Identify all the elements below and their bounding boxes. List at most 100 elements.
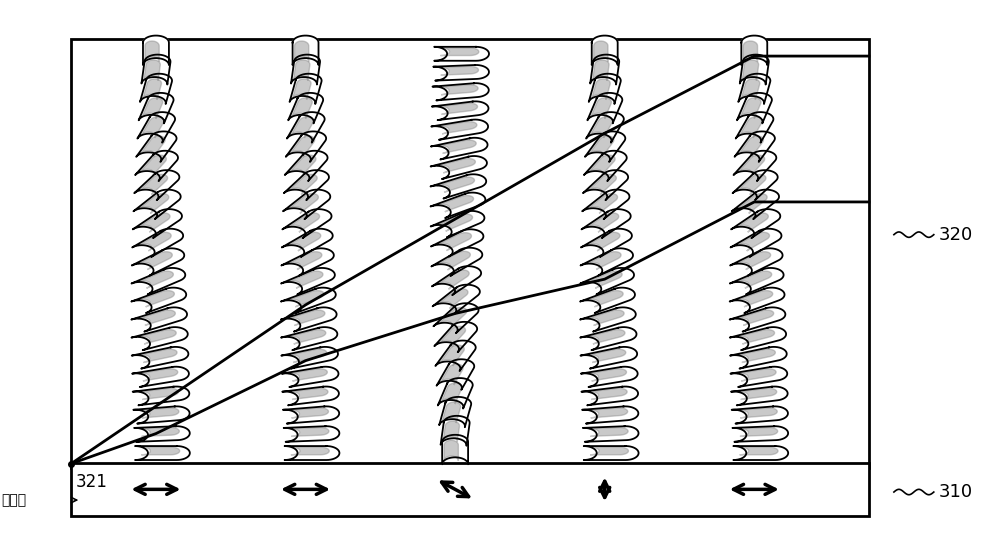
Polygon shape — [437, 270, 469, 289]
Polygon shape — [736, 112, 773, 143]
Polygon shape — [582, 209, 631, 238]
Polygon shape — [589, 427, 628, 437]
Polygon shape — [738, 408, 777, 418]
Polygon shape — [739, 136, 763, 157]
Polygon shape — [587, 369, 626, 381]
Polygon shape — [732, 406, 788, 424]
Polygon shape — [439, 326, 466, 347]
Polygon shape — [589, 408, 628, 418]
Polygon shape — [282, 367, 338, 387]
Polygon shape — [137, 112, 175, 143]
Polygon shape — [293, 36, 319, 65]
Polygon shape — [288, 213, 320, 232]
Polygon shape — [290, 427, 329, 437]
Polygon shape — [730, 307, 785, 331]
Polygon shape — [291, 447, 329, 455]
Polygon shape — [738, 155, 765, 176]
Polygon shape — [285, 446, 339, 460]
Polygon shape — [438, 103, 478, 114]
Polygon shape — [433, 285, 480, 314]
Polygon shape — [287, 252, 322, 270]
Polygon shape — [132, 268, 185, 294]
Polygon shape — [731, 229, 781, 257]
Polygon shape — [288, 194, 318, 213]
Polygon shape — [586, 291, 623, 307]
Polygon shape — [580, 288, 635, 313]
Polygon shape — [587, 310, 624, 326]
Polygon shape — [141, 54, 170, 85]
Polygon shape — [138, 349, 177, 363]
Polygon shape — [591, 98, 611, 119]
Polygon shape — [444, 440, 458, 461]
Polygon shape — [587, 349, 626, 363]
Polygon shape — [737, 369, 776, 381]
Polygon shape — [287, 232, 321, 251]
Polygon shape — [131, 307, 187, 331]
Polygon shape — [740, 447, 778, 455]
Polygon shape — [590, 447, 628, 455]
Polygon shape — [132, 367, 189, 387]
Polygon shape — [587, 213, 619, 232]
Polygon shape — [142, 98, 163, 119]
Polygon shape — [438, 122, 477, 134]
Polygon shape — [731, 386, 788, 405]
Polygon shape — [736, 330, 775, 344]
Polygon shape — [133, 406, 190, 424]
Polygon shape — [143, 79, 161, 100]
Polygon shape — [291, 117, 313, 138]
Polygon shape — [288, 330, 326, 344]
Polygon shape — [133, 386, 189, 405]
Polygon shape — [135, 151, 178, 181]
Polygon shape — [434, 47, 489, 61]
Polygon shape — [440, 48, 479, 56]
Polygon shape — [737, 174, 766, 195]
Polygon shape — [587, 194, 618, 213]
Polygon shape — [731, 209, 780, 238]
Polygon shape — [139, 93, 174, 123]
Polygon shape — [133, 190, 181, 219]
Polygon shape — [139, 369, 178, 381]
Polygon shape — [742, 60, 759, 81]
Polygon shape — [138, 271, 173, 288]
Polygon shape — [431, 211, 484, 237]
Polygon shape — [138, 291, 174, 307]
Polygon shape — [437, 177, 475, 192]
Polygon shape — [432, 83, 489, 100]
Polygon shape — [590, 117, 613, 138]
Polygon shape — [141, 427, 179, 437]
Polygon shape — [287, 310, 325, 326]
Polygon shape — [730, 288, 785, 313]
Text: 320: 320 — [939, 226, 973, 244]
Polygon shape — [732, 190, 779, 219]
Polygon shape — [588, 388, 627, 399]
Polygon shape — [589, 136, 614, 157]
Polygon shape — [737, 349, 775, 363]
Polygon shape — [736, 271, 772, 288]
Polygon shape — [730, 367, 787, 387]
Polygon shape — [431, 248, 482, 276]
Polygon shape — [437, 140, 476, 154]
Polygon shape — [138, 330, 176, 344]
Polygon shape — [437, 196, 474, 212]
Polygon shape — [133, 209, 182, 238]
Polygon shape — [585, 132, 625, 162]
Polygon shape — [282, 209, 332, 238]
Polygon shape — [290, 136, 315, 157]
Polygon shape — [587, 330, 625, 344]
Polygon shape — [438, 289, 468, 308]
Polygon shape — [145, 41, 159, 61]
Polygon shape — [287, 291, 324, 307]
Polygon shape — [441, 416, 470, 446]
Polygon shape — [134, 170, 179, 200]
Polygon shape — [438, 307, 467, 328]
Polygon shape — [136, 132, 177, 162]
Polygon shape — [441, 383, 462, 404]
Polygon shape — [743, 41, 758, 61]
Polygon shape — [593, 60, 609, 81]
Polygon shape — [295, 41, 309, 61]
Polygon shape — [141, 117, 164, 138]
Polygon shape — [290, 74, 322, 104]
Polygon shape — [581, 367, 638, 387]
Polygon shape — [590, 54, 619, 85]
Polygon shape — [741, 79, 760, 100]
